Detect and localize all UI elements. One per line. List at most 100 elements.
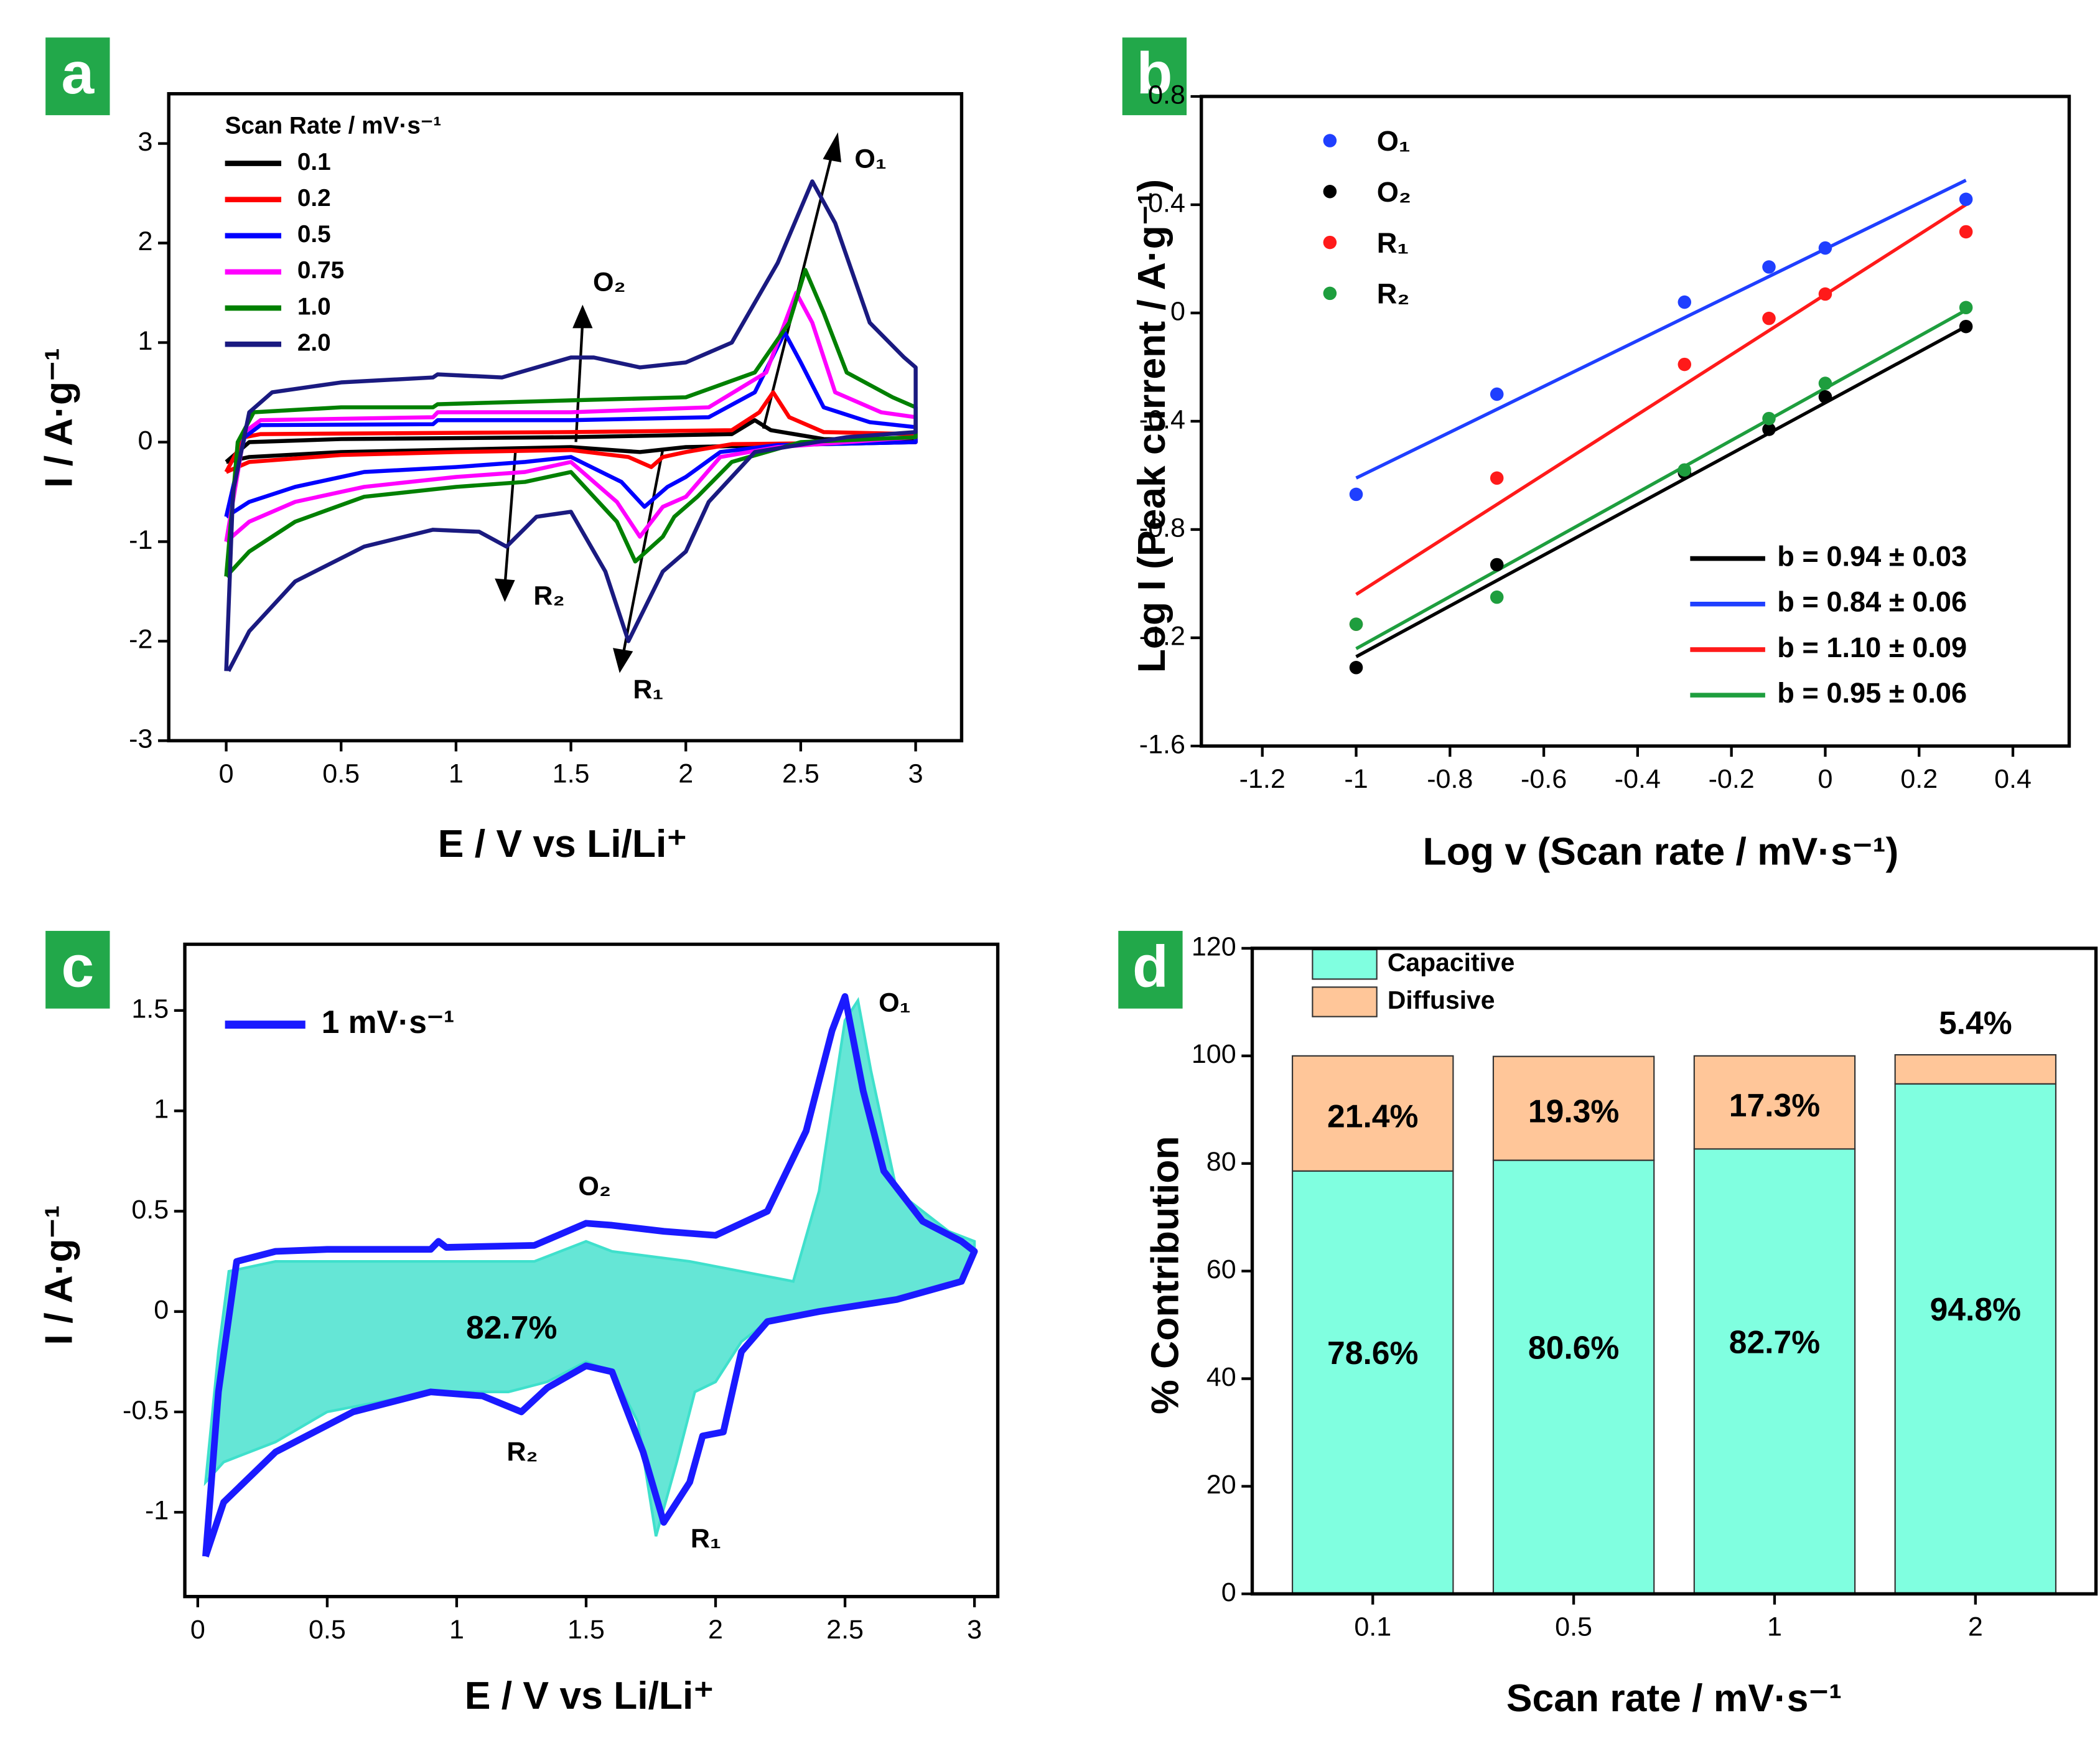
legend-label: 1.0 xyxy=(297,293,331,320)
value-label: 5.4% xyxy=(1939,1004,2012,1040)
arrowhead xyxy=(823,132,842,162)
y-tick-label: 80 xyxy=(1206,1147,1236,1177)
x-tick-label: 1 xyxy=(1767,1612,1782,1642)
annotation: R₂ xyxy=(506,1437,538,1467)
legend-label: R₁ xyxy=(1377,227,1409,259)
data-point xyxy=(1762,423,1776,436)
bar-segment xyxy=(1492,1159,1655,1595)
y-tick-label: -1 xyxy=(145,1496,169,1526)
data-point xyxy=(1818,376,1832,390)
y-tick-label: 3 xyxy=(138,127,152,157)
data-point xyxy=(1678,463,1692,477)
x-tick-label: 1.5 xyxy=(553,759,590,789)
y-tick-label: 1.5 xyxy=(131,994,169,1024)
value-label: 78.6% xyxy=(1327,1335,1418,1371)
annotation: O₂ xyxy=(593,268,626,297)
value-label: 21.4% xyxy=(1327,1098,1418,1134)
arrowhead xyxy=(613,648,633,673)
y-axis-label: % Contribution xyxy=(1143,1136,1187,1414)
arrowhead xyxy=(572,304,593,329)
bar-segment xyxy=(1693,1055,1856,1150)
panel-badge xyxy=(45,37,110,116)
legend-label: 2.0 xyxy=(297,329,331,356)
y-axis-label: Log I (Peak current / A·g⁻¹) xyxy=(1130,179,1174,673)
cv-curve xyxy=(224,179,918,672)
panel-label: c xyxy=(62,934,95,1000)
arrowhead xyxy=(495,578,515,602)
plot-frame xyxy=(1200,95,2071,748)
legend-swatch xyxy=(1323,235,1337,250)
bar-segment xyxy=(1492,1055,1655,1161)
data-point xyxy=(1762,411,1776,426)
value-label: 82.7% xyxy=(1729,1324,1820,1360)
data-point xyxy=(1762,260,1776,274)
plot-frame xyxy=(183,942,1000,1599)
legend-label: Diffusive xyxy=(1388,986,1495,1014)
data-point xyxy=(1959,319,1973,334)
legend-swatch xyxy=(1312,948,1378,980)
x-tick-label: 2 xyxy=(708,1615,723,1645)
annotation: 82.7% xyxy=(466,1309,557,1345)
annotation: O₁ xyxy=(854,144,886,174)
x-tick-label: 1 xyxy=(449,1615,464,1645)
data-point xyxy=(1678,357,1692,371)
legend-label: 0.2 xyxy=(297,185,331,212)
y-axis-label: I / A·g⁻¹ xyxy=(37,348,80,488)
data-point xyxy=(1490,471,1504,485)
data-point xyxy=(1490,558,1504,572)
x-tick-label: -0.6 xyxy=(1521,764,1567,794)
x-tick-label: 2 xyxy=(1968,1612,1983,1642)
x-axis-label: Log v (Scan rate / mV·s⁻¹) xyxy=(1423,830,1899,874)
data-point xyxy=(1678,295,1692,309)
legend-swatch xyxy=(1312,986,1378,1017)
bar-segment xyxy=(1292,1170,1454,1595)
y-tick-label: 0.8 xyxy=(1148,80,1185,110)
data-point xyxy=(1818,390,1832,404)
annotation: O₂ xyxy=(578,1172,611,1202)
annotation: R₂ xyxy=(533,581,564,610)
value-label: 80.6% xyxy=(1528,1330,1619,1366)
y-tick-label: -0.4 xyxy=(1139,404,1185,434)
x-tick-label: -1 xyxy=(1344,764,1368,794)
x-tick-label: 2.5 xyxy=(782,759,819,789)
legend-swatch xyxy=(1323,134,1337,147)
x-tick-label: 2 xyxy=(678,759,693,789)
x-tick-label: 0.5 xyxy=(1555,1612,1592,1642)
panel-badge xyxy=(45,930,110,1009)
bar-segment xyxy=(1894,1054,2057,1085)
x-tick-label: 0 xyxy=(219,759,234,789)
y-tick-label: 60 xyxy=(1206,1254,1236,1284)
y-tick-label: -1.2 xyxy=(1139,621,1185,651)
x-tick-label: 0.1 xyxy=(1354,1612,1391,1642)
annotation: R₁ xyxy=(691,1524,721,1554)
data-point xyxy=(1490,387,1504,401)
legend-label: O₂ xyxy=(1377,176,1411,208)
x-tick-label: 3 xyxy=(908,759,923,789)
x-tick-label: 1 xyxy=(449,759,464,789)
legend-label: b = 0.95 ± 0.06 xyxy=(1777,677,1967,709)
cv-curve xyxy=(224,330,918,519)
y-axis-label: I / A·g⁻¹ xyxy=(37,1205,80,1345)
data-point xyxy=(1349,487,1363,502)
x-tick-label: 0.5 xyxy=(322,759,360,789)
y-tick-label: -0.8 xyxy=(1139,513,1185,543)
annotation: O₁ xyxy=(879,988,910,1018)
y-tick-label: 0.4 xyxy=(1148,188,1185,218)
y-tick-label: 0 xyxy=(154,1295,169,1325)
legend-swatch xyxy=(1323,286,1337,301)
data-point xyxy=(1959,192,1973,207)
panel-label: a xyxy=(62,40,95,106)
y-tick-label: -1.6 xyxy=(1139,729,1185,759)
y-tick-label: 0 xyxy=(138,426,152,456)
fit-line xyxy=(1355,325,1967,658)
fit-line xyxy=(1355,179,1967,480)
y-tick-label: 120 xyxy=(1192,932,1236,961)
y-tick-label: 0 xyxy=(1221,1577,1236,1607)
bar-segment xyxy=(1292,1055,1454,1172)
legend-label: b = 1.10 ± 0.09 xyxy=(1777,632,1967,663)
fit-line xyxy=(1355,309,1967,650)
x-axis-label: Scan rate / mV·s⁻¹ xyxy=(1506,1676,1842,1720)
data-point xyxy=(1959,301,1973,315)
